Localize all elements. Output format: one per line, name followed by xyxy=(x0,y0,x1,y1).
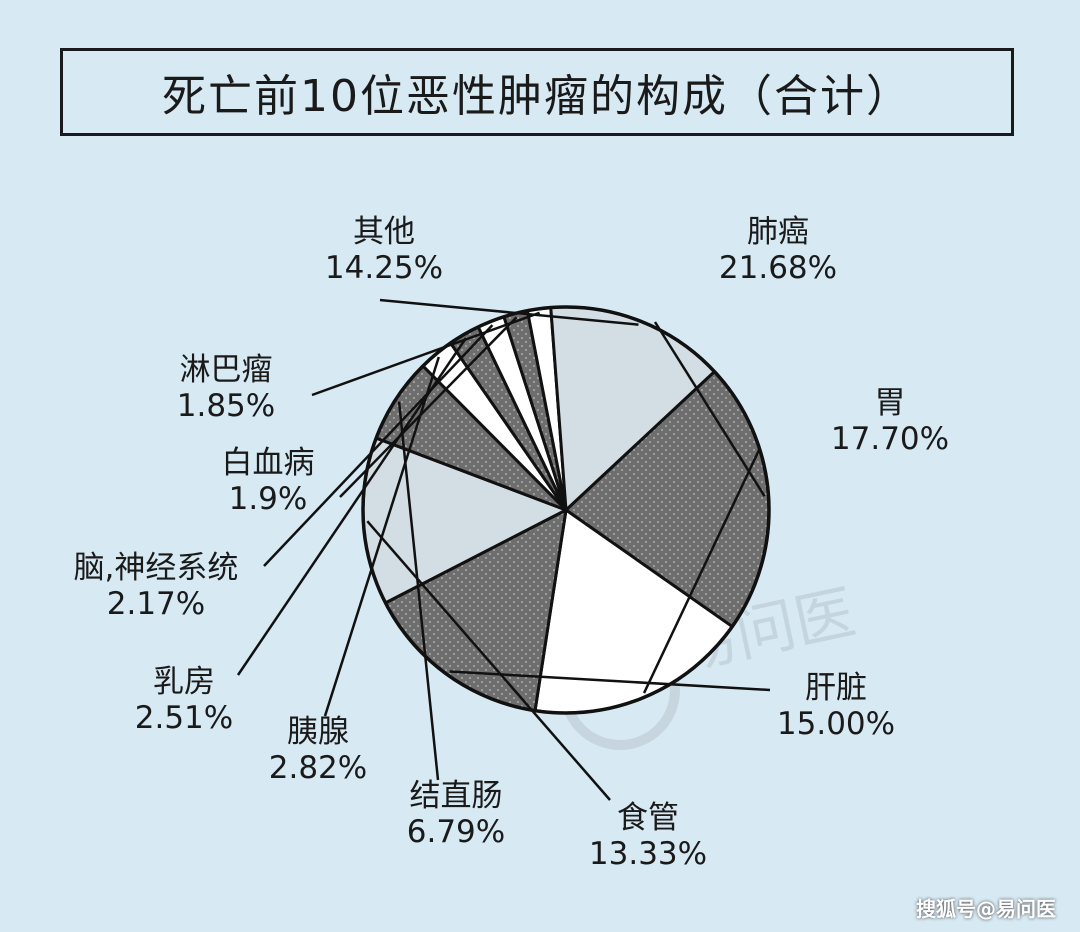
slice-value-label: 1.85% xyxy=(177,388,275,424)
leader-line xyxy=(449,670,771,692)
slice-name-label: 其他 xyxy=(353,214,415,250)
leader-line xyxy=(642,447,762,694)
slice-name-label: 乳房 xyxy=(153,664,215,700)
leader-line xyxy=(366,520,611,801)
slice-name-label: 脑,神经系统 xyxy=(74,550,239,586)
chart-title-box: 死亡前10位恶性肿瘤的构成（合计） xyxy=(60,48,1014,136)
slice-name-label: 胰腺 xyxy=(287,714,349,750)
slice-name-label: 淋巴瘤 xyxy=(180,352,273,388)
slice-name-label: 食管 xyxy=(617,800,679,836)
slice-value-label: 13.33% xyxy=(589,836,707,872)
slice-value-label: 14.25% xyxy=(325,250,443,286)
footer-credit: 搜狐号@易问医 xyxy=(916,897,1056,921)
slice-name-label: 白血病 xyxy=(222,445,315,481)
slice-value-label: 2.82% xyxy=(269,750,367,786)
slice-value-label: 6.79% xyxy=(407,814,505,850)
slice-name-label: 结直肠 xyxy=(410,778,503,814)
slice-value-label: 2.17% xyxy=(107,586,205,622)
pie-outline xyxy=(361,305,771,715)
slice-value-label: 1.9% xyxy=(229,481,308,517)
slice-value-label: 21.68% xyxy=(719,250,837,286)
slice-name-label: 肝脏 xyxy=(805,670,867,706)
pie-slices xyxy=(361,305,771,715)
leader-line xyxy=(339,316,518,498)
leader-lines xyxy=(236,298,771,801)
slice-name-label: 胃 xyxy=(875,385,906,421)
leader-line xyxy=(263,324,494,567)
slice-value-label: 15.00% xyxy=(777,706,895,742)
leader-line xyxy=(379,298,639,326)
chart-title: 死亡前10位恶性肿瘤的构成（合计） xyxy=(162,71,912,122)
leader-line xyxy=(653,321,766,497)
slice-value-label: 2.51% xyxy=(135,700,233,736)
slice-name-label: 肺癌 xyxy=(747,214,809,250)
leader-line xyxy=(311,311,541,397)
slice-value-label: 17.70% xyxy=(831,421,949,457)
